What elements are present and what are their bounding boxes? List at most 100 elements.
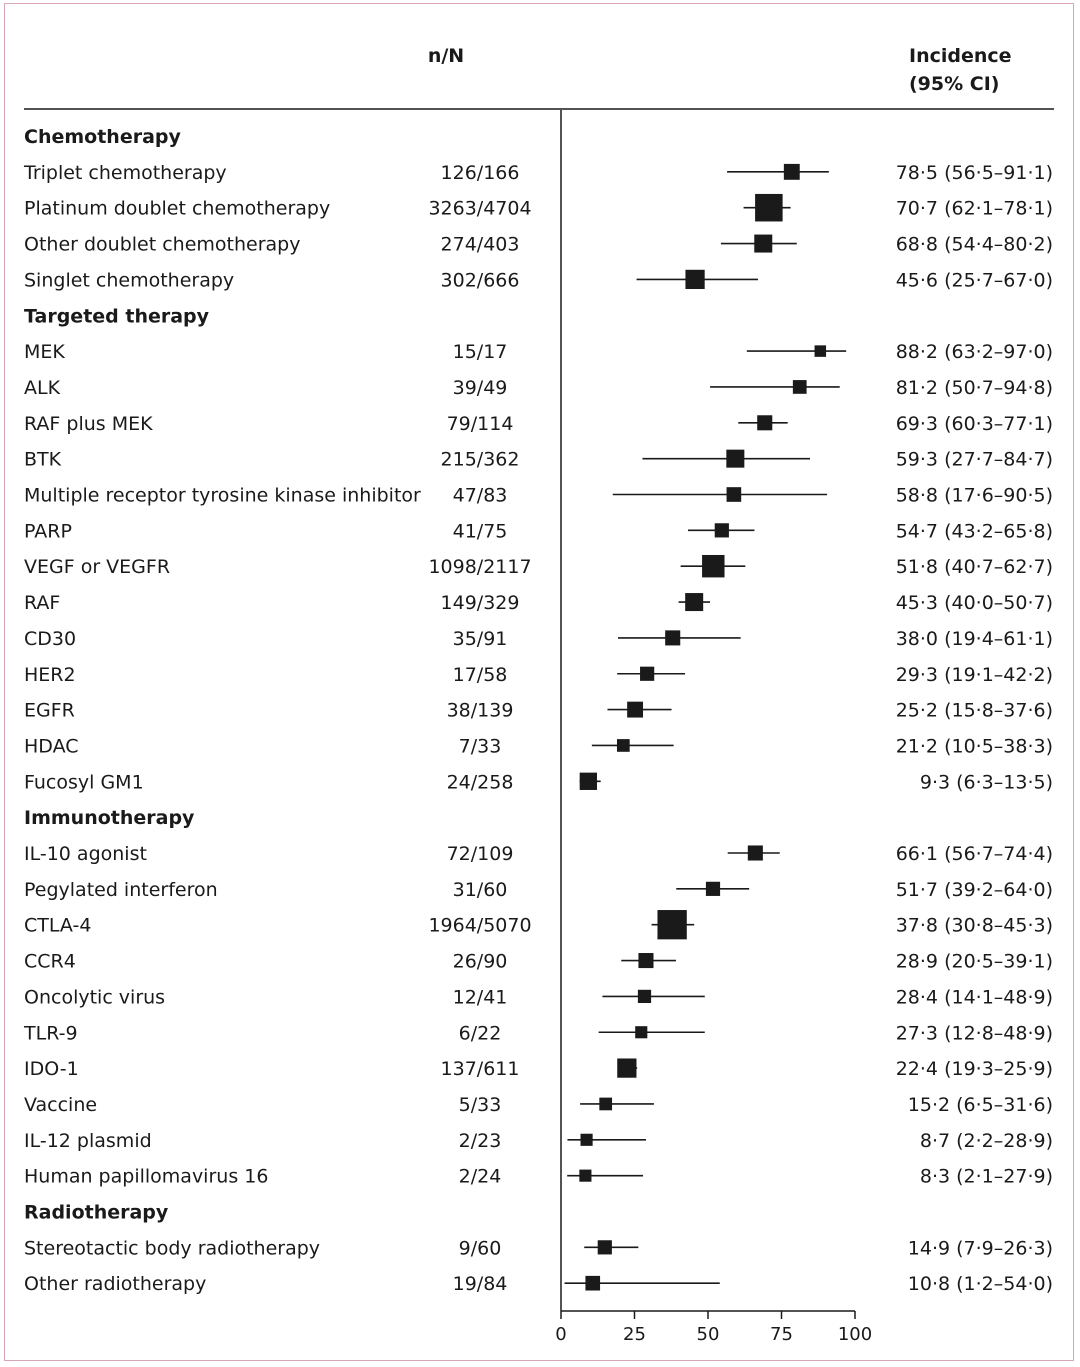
point-estimate-box — [635, 1026, 648, 1039]
row-incidence-ci: 9·3 (6·3–13·5) — [920, 771, 1053, 793]
row-label: Stereotactic body radiotherapy — [24, 1237, 320, 1259]
point-estimate-box — [685, 269, 705, 290]
row-count: 9/60 — [459, 1237, 502, 1259]
row-incidence-ci: 69·3 (60·3–77·1) — [896, 413, 1053, 435]
row-count: 2/23 — [459, 1130, 502, 1152]
point-estimate-box — [757, 415, 773, 431]
row-count: 149/329 — [441, 592, 520, 614]
point-estimate-box — [665, 630, 681, 646]
point-estimate-box — [579, 772, 598, 790]
point-estimate-box — [783, 163, 800, 180]
section-heading: Chemotherapy — [24, 126, 181, 148]
point-estimate-box — [637, 989, 652, 1004]
row-label: Pegylated interferon — [24, 879, 218, 901]
row-label: Singlet chemotherapy — [24, 269, 234, 291]
point-estimate-box — [597, 1240, 612, 1255]
point-estimate-box — [754, 234, 773, 253]
incidence-column-header: Incidence — [909, 45, 1012, 67]
row-incidence-ci: 37·8 (30·8–45·3) — [896, 915, 1053, 937]
row-label: CTLA-4 — [24, 915, 91, 937]
x-axis-tick-label: 25 — [623, 1324, 646, 1345]
row-incidence-ci: 38·0 (19·4–61·1) — [896, 628, 1053, 650]
row-label: TLR-9 — [23, 1022, 78, 1044]
row-incidence-ci: 58·8 (17·6–90·5) — [896, 485, 1053, 507]
row-count: 274/403 — [441, 234, 520, 256]
point-estimate-box — [726, 449, 745, 468]
row-count: 7/33 — [459, 735, 502, 757]
row-count: 3263/4704 — [428, 198, 531, 220]
point-estimate-box — [627, 701, 644, 718]
row-incidence-ci: 28·4 (14·1–48·9) — [896, 986, 1053, 1008]
row-incidence-ci: 10·8 (1·2–54·0) — [908, 1273, 1053, 1295]
x-axis-tick-label: 75 — [770, 1324, 793, 1345]
row-incidence-ci: 25·2 (15·8–37·6) — [896, 700, 1053, 722]
section-heading: Radiotherapy — [24, 1202, 169, 1224]
row-count: 1964/5070 — [428, 915, 531, 937]
row-incidence-ci: 28·9 (20·5–39·1) — [896, 951, 1053, 973]
point-estimate-box — [640, 666, 655, 681]
row-count: 15/17 — [453, 341, 508, 363]
row-incidence-ci: 51·8 (40·7–62·7) — [896, 556, 1053, 578]
section-heading: Immunotherapy — [24, 807, 195, 829]
row-label: RAF plus MEK — [24, 413, 153, 435]
row-incidence-ci: 45·6 (25·7–67·0) — [896, 269, 1053, 291]
row-label: MEK — [24, 341, 65, 363]
x-axis-tick-label: 50 — [697, 1324, 720, 1345]
row-incidence-ci: 66·1 (56·7–74·4) — [896, 843, 1053, 865]
row-incidence-ci: 45·3 (40·0–50·7) — [896, 592, 1053, 614]
row-count: 47/83 — [453, 485, 508, 507]
point-estimate-box — [814, 345, 827, 357]
row-incidence-ci: 29·3 (19·1–42·2) — [896, 664, 1053, 686]
row-label: PARP — [24, 520, 72, 542]
row-count: 26/90 — [453, 951, 508, 973]
row-incidence-ci: 27·3 (12·8–48·9) — [896, 1022, 1053, 1044]
row-incidence-ci: 78·5 (56·5–91·1) — [896, 162, 1053, 184]
row-label: Vaccine — [24, 1094, 97, 1116]
row-incidence-ci: 59·3 (27·7–84·7) — [896, 449, 1053, 471]
row-label: HDAC — [24, 735, 79, 757]
row-count: 12/41 — [453, 986, 508, 1008]
row-label: HER2 — [24, 664, 76, 686]
row-incidence-ci: 15·2 (6·5–31·6) — [908, 1094, 1053, 1116]
point-estimate-box — [638, 953, 654, 969]
row-incidence-ci: 51·7 (39·2–64·0) — [896, 879, 1053, 901]
row-incidence-ci: 22·4 (19·3–25·9) — [896, 1058, 1053, 1080]
row-incidence-ci: 88·2 (63·2–97·0) — [896, 341, 1053, 363]
row-count: 31/60 — [453, 879, 508, 901]
row-incidence-ci: 68·8 (54·4–80·2) — [896, 234, 1053, 256]
point-estimate-box — [714, 523, 729, 538]
row-label: Other doublet chemotherapy — [24, 234, 300, 256]
point-estimate-box — [617, 1058, 637, 1078]
row-label: Human papillomavirus 16 — [24, 1166, 268, 1188]
point-estimate-box — [792, 380, 807, 394]
point-estimate-box — [580, 1133, 593, 1146]
row-count: 72/109 — [447, 843, 514, 865]
row-incidence-ci: 70·7 (62·1–78·1) — [896, 198, 1053, 220]
row-incidence-ci: 21·2 (10·5–38·3) — [896, 735, 1053, 757]
row-incidence-ci: 81·2 (50·7–94·8) — [896, 377, 1053, 399]
row-count: 39/49 — [453, 377, 508, 399]
row-label: CD30 — [24, 628, 76, 650]
row-label: Other radiotherapy — [24, 1273, 206, 1295]
point-estimate-box — [599, 1097, 613, 1111]
row-label: BTK — [24, 449, 62, 471]
x-axis-tick-label: 100 — [838, 1324, 872, 1345]
row-count: 17/58 — [453, 664, 508, 686]
row-count: 302/666 — [441, 269, 520, 291]
row-label: IL-10 agonist — [24, 843, 147, 865]
point-estimate-box — [685, 593, 704, 612]
x-axis: 0 25 50 75 100 — [555, 110, 872, 1345]
row-count: 6/22 — [459, 1022, 502, 1044]
row-incidence-ci: 8·3 (2·1–27·9) — [920, 1166, 1053, 1188]
row-count: 19/84 — [453, 1273, 508, 1295]
point-estimate-box — [585, 1275, 601, 1291]
row-count: 38/139 — [447, 700, 514, 722]
row-incidence-ci: 8·7 (2·2–28·9) — [920, 1130, 1053, 1152]
row-label: Multiple receptor tyrosine kinase inhibi… — [24, 485, 421, 507]
row-label: EGFR — [24, 700, 75, 722]
row-label: IDO-1 — [24, 1058, 79, 1080]
count-column-header: n/N — [428, 45, 464, 67]
point-estimate-box — [755, 193, 783, 222]
row-label: Fucosyl GM1 — [24, 771, 144, 793]
